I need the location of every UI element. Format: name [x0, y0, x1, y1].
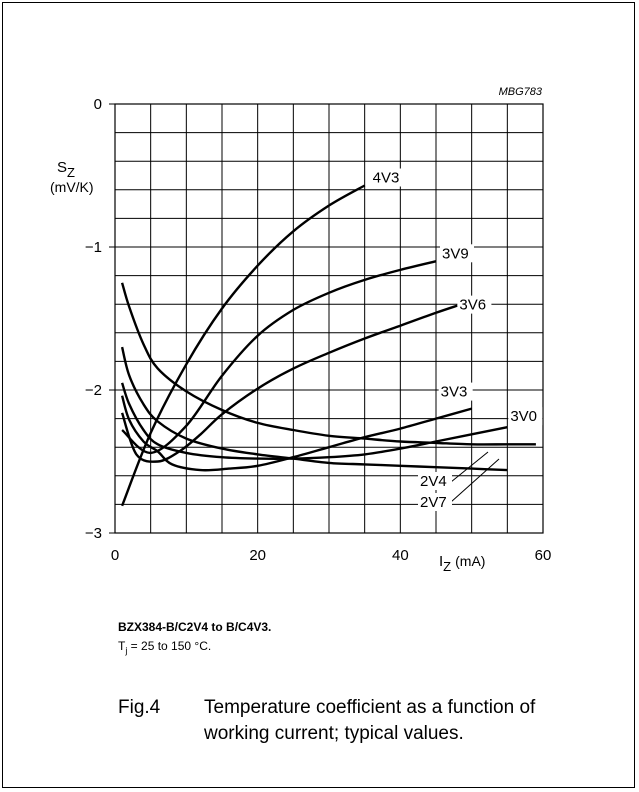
condition-symbol: T [118, 639, 126, 653]
series-label-2v7: 2V7 [420, 494, 447, 511]
x-axis-subscript: Z [443, 559, 451, 574]
y-tick-label: −3 [85, 525, 102, 542]
series-label-3v0: 3V0 [510, 408, 537, 425]
x-tick-label: 20 [249, 547, 266, 564]
y-axis-symbol: S [57, 159, 67, 176]
condition-text: = 25 to 150 °C. [127, 639, 212, 653]
y-tick-label: 0 [94, 96, 102, 113]
x-tick-label: 60 [535, 547, 552, 564]
leader-lines [450, 451, 500, 503]
series-label-bg [440, 244, 474, 263]
series-label-bg [418, 493, 452, 511]
x-axis-symbol: I [439, 553, 443, 570]
series-line-2v7 [120, 346, 508, 472]
series-line-2v4 [120, 282, 536, 446]
figure-text: Temperature coefficient as a function of… [204, 697, 536, 744]
x-axis-unit: (mA) [455, 553, 485, 569]
series-label-bg [418, 472, 452, 490]
series-label-4v3: 4V3 [373, 170, 400, 187]
series-line-4v3 [120, 184, 366, 507]
series-label-bg [508, 407, 543, 426]
y-tick-label: −1 [85, 239, 102, 256]
figure-code: MBG783 [499, 86, 543, 98]
series-label-3v6: 3V6 [459, 297, 486, 314]
series-label-3v3: 3V3 [441, 384, 468, 401]
series-label-bg [370, 168, 405, 187]
series-label-3v9: 3V9 [442, 245, 469, 262]
y-axis-subscript: Z [67, 165, 75, 180]
chart: 4V3 3V9 3V6 3V3 3V0 2V4 2V7 0 20 40 60 0 −1 −2 −3 MBG… [50, 86, 551, 574]
leader-line-2v4 [450, 451, 489, 483]
condition-subscript: j [125, 645, 128, 656]
tick-labels: 0 20 40 60 0 −1 −2 −3 [85, 96, 551, 564]
series-label-bg [457, 295, 492, 314]
figure-number: Fig.4 [118, 697, 161, 718]
x-tick-label: 0 [111, 547, 119, 564]
series-line-3v9 [121, 260, 437, 455]
caption-condition: Tj = 25 to 150 °C. [118, 639, 211, 655]
series-labels: 4V3 3V9 3V6 3V3 3V0 2V4 2V7 [370, 168, 543, 511]
series-line-3v6 [120, 304, 458, 463]
y-tick-label: −2 [85, 382, 102, 399]
x-tick-label: 40 [392, 547, 409, 564]
x-axis-label: IZ (mA) [439, 553, 485, 574]
curves [120, 184, 536, 507]
series-label-bg [438, 382, 473, 401]
y-axis-unit: (mV/K) [50, 179, 94, 195]
series-label-2v4: 2V4 [420, 473, 447, 490]
plot-border [114, 103, 544, 534]
series-line-3v3 [120, 395, 473, 472]
leader-line-2v7 [450, 458, 500, 503]
caption-title: BZX384-B/C2V4 to B/C4V3. [118, 620, 272, 634]
y-axis-label: SZ [57, 159, 75, 180]
